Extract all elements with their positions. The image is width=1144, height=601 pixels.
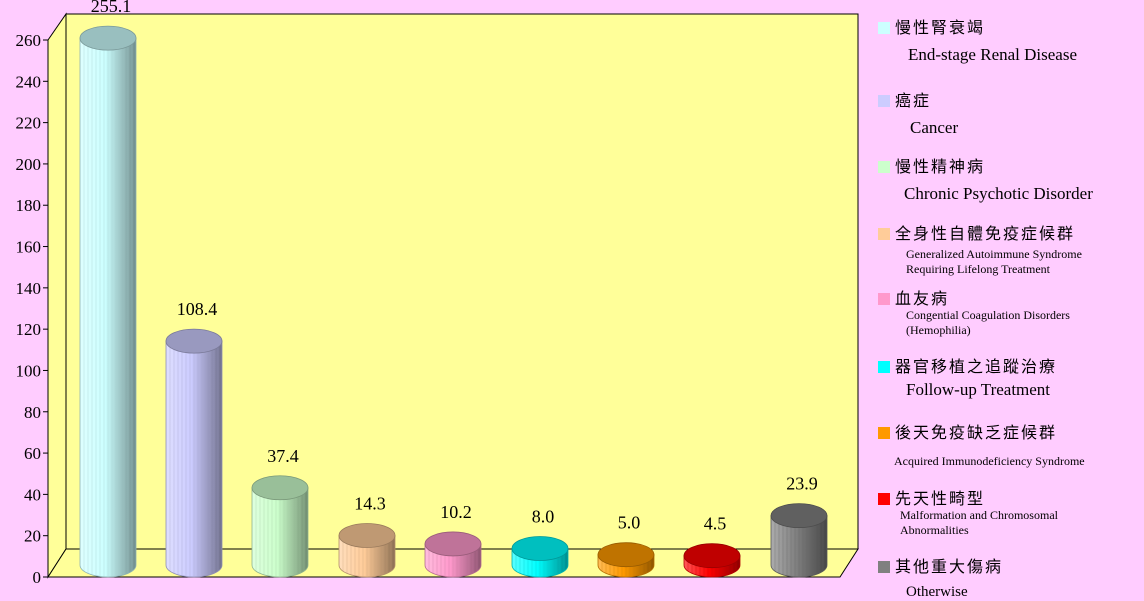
data-label: 8.0 (532, 506, 555, 526)
bar-series (79, 25, 828, 578)
legend-item: 慢性精神病 Chronic Psychotic Disorder (878, 153, 1144, 203)
legend-label-zh: 後天免疫缺乏症候群 (878, 419, 1144, 443)
bar (511, 536, 569, 578)
data-label: 37.4 (267, 446, 299, 466)
y-axis: 0 20 40 60 80 100 120 140 160 180 200 220 240 260 (16, 31, 49, 587)
legend-label-en: Cancer (910, 118, 959, 137)
legend-label-en: Chronic Psychotic Disorder (904, 184, 1093, 203)
y-tick-label: 120 (16, 320, 42, 339)
legend-text-zh: 慢性精神病 (895, 157, 986, 176)
y-tick-label: 100 (16, 361, 42, 380)
y-tick-label: 260 (16, 31, 42, 50)
legend-label-zh: 慢性精神病 (878, 153, 1144, 177)
bar-top (251, 475, 309, 501)
legend-item: 慢性腎衰竭 End-stage Renal Disease (878, 14, 1144, 64)
legend-label-zh: 其他重大傷病 (878, 553, 1144, 577)
y-tick-label: 180 (16, 196, 42, 215)
y-tick-label: 40 (24, 485, 41, 504)
bar-top (165, 328, 223, 354)
bar (79, 25, 137, 578)
legend-text-zh: 癌症 (895, 91, 932, 110)
legend-label-zh: 血友病 (878, 285, 1144, 309)
legend-text-zh: 血友病 (895, 289, 950, 308)
legend-text-zh: 器官移植之追蹤治療 (895, 357, 1058, 376)
legend-label-zh: 慢性腎衰竭 (878, 14, 1144, 38)
y-tick-label: 60 (24, 444, 41, 463)
bar (424, 531, 482, 578)
legend-swatch (878, 427, 890, 439)
y-tick-label: 140 (16, 279, 42, 298)
legend-swatch (878, 561, 890, 573)
bar-top (597, 542, 655, 568)
y-tick-label: 0 (33, 568, 42, 587)
data-labels: 255.1 108.4 37.4 14.3 10.2 8.0 5.0 4.5 23.9 (91, 0, 818, 534)
legend-swatch (878, 228, 890, 240)
legend-swatch (878, 95, 890, 107)
data-label: 23.9 (786, 474, 818, 494)
legend-swatch (878, 293, 890, 305)
y-tick-label: 80 (24, 403, 41, 422)
plot-side-wall (47, 12, 67, 579)
legend-swatch (878, 161, 890, 173)
y-tick-label: 200 (16, 155, 42, 174)
legend-swatch (878, 361, 890, 373)
legend-swatch (878, 22, 890, 34)
legend-text-zh: 其他重大傷病 (895, 557, 1004, 576)
data-label: 14.3 (354, 493, 386, 513)
legend-label-en: Otherwise (906, 584, 968, 600)
legend-text-zh: 全身性自體免疫症候群 (895, 224, 1076, 243)
y-tick-label: 240 (16, 72, 42, 91)
legend-item: 血友病 Congential Coagulation Disorders (Hem… (878, 285, 1144, 337)
legend-label-en: End-stage Renal Disease (908, 45, 1077, 64)
bar-chart: 0 20 40 60 80 100 120 140 160 180 200 220 240 260 255… (16, 0, 859, 587)
bar (770, 503, 828, 578)
bar-top (770, 503, 828, 529)
legend-text-zh: 先天性畸型 (895, 489, 986, 508)
bar-top (338, 523, 396, 548)
legend-item: 器官移植之追蹤治療 Follow-up Treatment (878, 353, 1144, 399)
legend-label-zh: 全身性自體免疫症候群 (878, 220, 1144, 244)
data-label: 5.0 (618, 513, 641, 533)
bar-top (79, 25, 137, 51)
legend-label-zh: 癌症 (878, 87, 1144, 111)
legend-item: 先天性畸型 Malformation and Chromosomal Abnorm… (878, 485, 1144, 537)
legend-label-en: Congential Coagulation Disorders (Hemoph… (906, 308, 1070, 337)
legend-text-zh: 後天免疫缺乏症候群 (895, 423, 1058, 442)
bar (165, 328, 223, 578)
legend-item: 後天免疫缺乏症候群 Acquired Immunodeficiency Syndr… (878, 419, 1144, 468)
legend-label-en: Follow-up Treatment (906, 380, 1051, 399)
bar-top (511, 536, 569, 561)
y-tick-label: 220 (16, 114, 42, 133)
legend-swatch (878, 493, 890, 505)
bar (251, 475, 309, 578)
bar (597, 542, 655, 578)
legend-label-zh: 器官移植之追蹤治療 (878, 353, 1144, 377)
legend-label-en: Malformation and Chromosomal Abnormaliti… (900, 508, 1058, 537)
legend-text-zh: 慢性腎衰竭 (895, 18, 986, 37)
legend-label-zh: 先天性畸型 (878, 485, 1144, 509)
legend-label-en: Acquired Immunodeficiency Syndrome (894, 454, 1085, 468)
legend-item: 全身性自體免疫症候群 Generalized Autoimmune Syndrom… (878, 220, 1144, 276)
data-label: 255.1 (91, 0, 132, 16)
data-label: 108.4 (177, 299, 218, 319)
data-label: 4.5 (704, 514, 727, 534)
legend-item: 其他重大傷病 Otherwise (878, 553, 1144, 600)
y-tick-label: 20 (24, 527, 41, 546)
legend-item: 癌症 Cancer (878, 87, 1144, 137)
bar-top (683, 543, 741, 569)
legend-label-en: Generalized Autoimmune Syndrome Requirin… (906, 247, 1082, 276)
y-tick-label: 160 (16, 238, 42, 257)
bar-top (424, 531, 482, 557)
bar (683, 543, 741, 578)
data-label: 10.2 (440, 502, 472, 522)
bar (338, 523, 396, 578)
